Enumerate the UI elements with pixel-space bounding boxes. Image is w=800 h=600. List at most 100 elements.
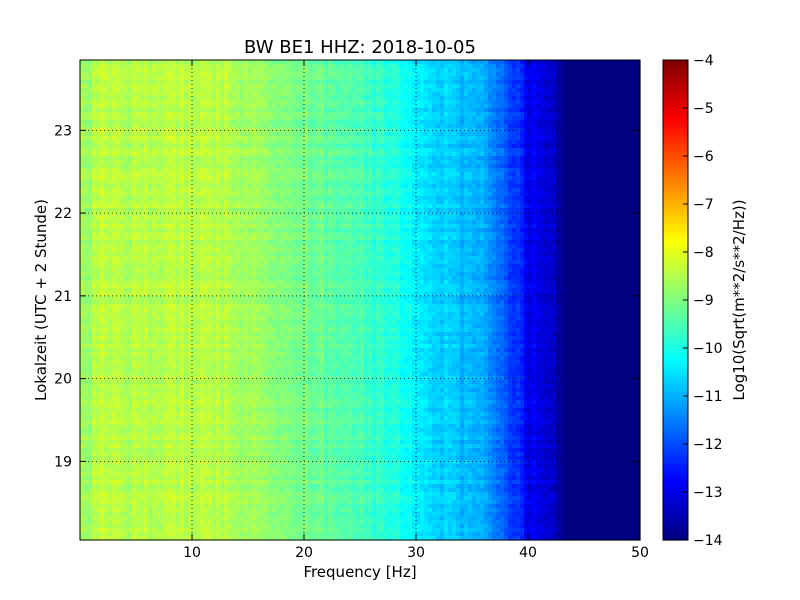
heatmap-cell bbox=[96, 188, 101, 193]
heatmap-cell bbox=[336, 152, 341, 157]
heatmap-cell bbox=[420, 156, 425, 161]
heatmap-cell bbox=[124, 64, 129, 69]
heatmap-cell bbox=[404, 132, 409, 137]
heatmap-cell bbox=[388, 180, 393, 185]
heatmap-cell bbox=[504, 156, 509, 161]
heatmap-cell bbox=[252, 172, 257, 177]
heatmap-cell bbox=[396, 68, 401, 73]
heatmap-cell bbox=[152, 72, 157, 77]
heatmap-cell bbox=[328, 120, 333, 125]
heatmap-cell bbox=[332, 188, 337, 193]
heatmap-cell bbox=[404, 136, 409, 141]
heatmap-cell bbox=[276, 148, 281, 153]
heatmap-cell bbox=[420, 180, 425, 185]
heatmap-cell bbox=[420, 72, 425, 77]
heatmap-cell bbox=[164, 100, 169, 105]
heatmap-cell bbox=[592, 108, 597, 113]
heatmap-cell bbox=[200, 128, 205, 133]
heatmap-cell bbox=[200, 160, 205, 165]
heatmap-cell bbox=[568, 152, 573, 157]
heatmap-cell bbox=[128, 200, 133, 205]
heatmap-cell bbox=[412, 104, 417, 109]
heatmap-cell bbox=[408, 156, 413, 161]
heatmap-cell bbox=[128, 192, 133, 197]
heatmap-cell bbox=[312, 64, 317, 69]
heatmap-cell bbox=[452, 148, 457, 153]
heatmap-cell bbox=[628, 80, 633, 85]
heatmap-cell bbox=[448, 192, 453, 197]
heatmap-cell bbox=[276, 160, 281, 165]
heatmap-cell bbox=[80, 76, 85, 81]
heatmap-cell bbox=[360, 68, 365, 73]
heatmap-cell bbox=[216, 172, 221, 177]
heatmap-cell bbox=[544, 120, 549, 125]
heatmap-cell bbox=[464, 96, 469, 101]
heatmap-cell bbox=[500, 168, 505, 173]
heatmap-cell bbox=[620, 160, 625, 165]
heatmap-cell bbox=[300, 196, 305, 201]
heatmap-cell bbox=[536, 80, 541, 85]
heatmap-cell bbox=[88, 124, 93, 129]
heatmap-cell bbox=[592, 156, 597, 161]
heatmap-cell bbox=[588, 156, 593, 161]
heatmap-cell bbox=[608, 168, 613, 173]
heatmap-cell bbox=[416, 104, 421, 109]
heatmap-cell bbox=[456, 88, 461, 93]
heatmap-cell bbox=[304, 176, 309, 181]
heatmap-cell bbox=[260, 88, 265, 93]
heatmap-cell bbox=[340, 64, 345, 69]
heatmap-cell bbox=[296, 116, 301, 121]
heatmap-cell bbox=[368, 164, 373, 169]
heatmap-cell bbox=[480, 152, 485, 157]
heatmap-cell bbox=[600, 92, 605, 97]
heatmap-cell bbox=[300, 108, 305, 113]
heatmap-cell bbox=[156, 184, 161, 189]
heatmap-cell bbox=[548, 64, 553, 69]
heatmap-cell bbox=[220, 192, 225, 197]
heatmap-cell bbox=[256, 64, 261, 69]
heatmap-cell bbox=[372, 184, 377, 189]
heatmap-cell bbox=[316, 128, 321, 133]
heatmap-cell bbox=[112, 84, 117, 89]
heatmap-cell bbox=[284, 100, 289, 105]
heatmap-cell bbox=[552, 172, 557, 177]
heatmap-cell bbox=[276, 76, 281, 81]
heatmap-cell bbox=[148, 140, 153, 145]
heatmap-cell bbox=[324, 72, 329, 77]
heatmap-cell bbox=[464, 156, 469, 161]
heatmap-cell bbox=[500, 120, 505, 125]
heatmap-cell bbox=[384, 64, 389, 69]
heatmap-cell bbox=[144, 196, 149, 201]
heatmap-cell bbox=[592, 60, 597, 65]
heatmap-cell bbox=[568, 64, 573, 69]
heatmap-cell bbox=[116, 176, 121, 181]
heatmap-cell bbox=[396, 136, 401, 141]
heatmap-cell bbox=[484, 128, 489, 133]
heatmap-cell bbox=[632, 104, 637, 109]
heatmap-cell bbox=[92, 200, 97, 205]
heatmap-cell bbox=[452, 172, 457, 177]
heatmap-cell bbox=[276, 152, 281, 157]
heatmap-cell bbox=[340, 128, 345, 133]
heatmap-cell bbox=[500, 152, 505, 157]
heatmap-cell bbox=[96, 132, 101, 137]
heatmap-cell bbox=[544, 96, 549, 101]
heatmap-cell bbox=[268, 152, 273, 157]
heatmap-cell bbox=[320, 184, 325, 189]
heatmap-cell bbox=[612, 68, 617, 73]
heatmap-cell bbox=[580, 160, 585, 165]
heatmap-cell bbox=[620, 96, 625, 101]
heatmap-cell bbox=[288, 124, 293, 129]
heatmap-cell bbox=[172, 132, 177, 137]
heatmap-cell bbox=[524, 116, 529, 121]
heatmap-cell bbox=[408, 132, 413, 137]
heatmap-cell bbox=[384, 180, 389, 185]
heatmap-cell bbox=[588, 196, 593, 201]
heatmap-cell bbox=[308, 140, 313, 145]
heatmap-cell bbox=[360, 200, 365, 205]
heatmap-cell bbox=[352, 192, 357, 197]
heatmap-cell bbox=[504, 128, 509, 133]
heatmap-cell bbox=[236, 116, 241, 121]
heatmap-cell bbox=[544, 176, 549, 181]
heatmap-cell bbox=[548, 184, 553, 189]
